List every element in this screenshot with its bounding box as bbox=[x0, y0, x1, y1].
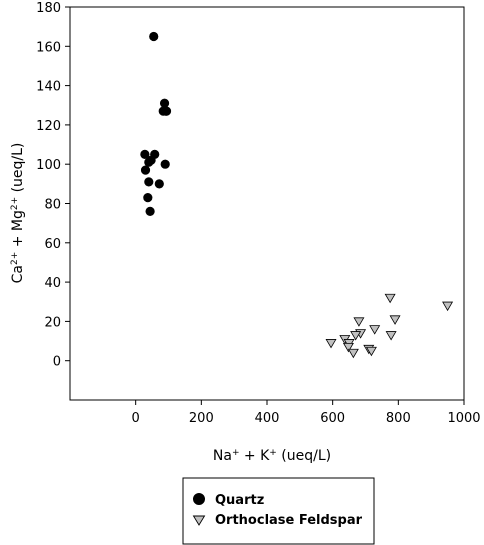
y-axis: 0 20 40 60 80 100 120 140 160 180 bbox=[36, 1, 70, 370]
y-tick-label: 40 bbox=[44, 276, 61, 291]
y-tick-label: 0 bbox=[53, 355, 61, 370]
x-tick-label: 400 bbox=[255, 411, 280, 426]
quartz-point bbox=[159, 98, 170, 108]
y-tick-label: 120 bbox=[36, 119, 61, 134]
x-tick-label: 1000 bbox=[447, 411, 480, 426]
quartz-point bbox=[144, 157, 154, 167]
quartz-point bbox=[161, 106, 172, 116]
y-tick-label: 100 bbox=[36, 158, 61, 173]
feldspar-point bbox=[389, 315, 401, 325]
feldspar-point bbox=[325, 339, 337, 349]
feldspar-point bbox=[350, 331, 362, 341]
quartz-point bbox=[145, 206, 155, 216]
points-layer bbox=[140, 31, 454, 359]
x-axis: 0 200 400 600 800 1000 bbox=[132, 400, 481, 426]
feldspar-point bbox=[384, 293, 396, 304]
y-axis-title: Ca2+ + Mg2+ (ueq/L) bbox=[10, 143, 26, 284]
feldspar-point bbox=[342, 342, 354, 353]
quartz-point bbox=[160, 159, 170, 169]
quartz-point bbox=[140, 165, 151, 175]
feldspar-point bbox=[347, 348, 359, 359]
quartz-point bbox=[154, 179, 164, 189]
x-tick-label: 0 bbox=[132, 411, 140, 426]
feldspar-point bbox=[365, 346, 377, 357]
y-tick-label: 160 bbox=[36, 40, 61, 55]
legend: Quartz Orthoclase Feldspar bbox=[182, 477, 375, 545]
quartz-point bbox=[144, 177, 154, 187]
x-tick-label: 200 bbox=[189, 411, 214, 426]
feldspar-point bbox=[442, 301, 454, 312]
feldspar-point bbox=[369, 325, 381, 335]
x-tick-label: 600 bbox=[320, 411, 345, 426]
feldspar-point bbox=[353, 317, 365, 327]
y-tick-label: 20 bbox=[44, 315, 61, 330]
feldspar-point bbox=[385, 331, 397, 341]
legend-feldspar-marker bbox=[192, 515, 206, 526]
legend-feldspar-label: Orthoclase Feldspar bbox=[215, 513, 363, 528]
plot-area bbox=[69, 6, 465, 401]
quartz-point bbox=[143, 193, 153, 203]
y-tick-label: 180 bbox=[36, 1, 61, 16]
legend-box bbox=[182, 477, 375, 545]
y-tick-label: 140 bbox=[36, 80, 61, 95]
y-tick-label: 60 bbox=[44, 237, 61, 252]
y-tick-label: 80 bbox=[44, 198, 61, 213]
quartz-point bbox=[140, 149, 150, 159]
x-tick-label: 800 bbox=[386, 411, 411, 426]
plot-frame bbox=[69, 6, 465, 401]
legend-quartz-label: Quartz bbox=[215, 493, 264, 508]
x-axis-title: Na+ + K+ (ueq/L) bbox=[213, 448, 331, 464]
quartz-point bbox=[149, 31, 159, 42]
legend-quartz-marker bbox=[193, 493, 205, 505]
